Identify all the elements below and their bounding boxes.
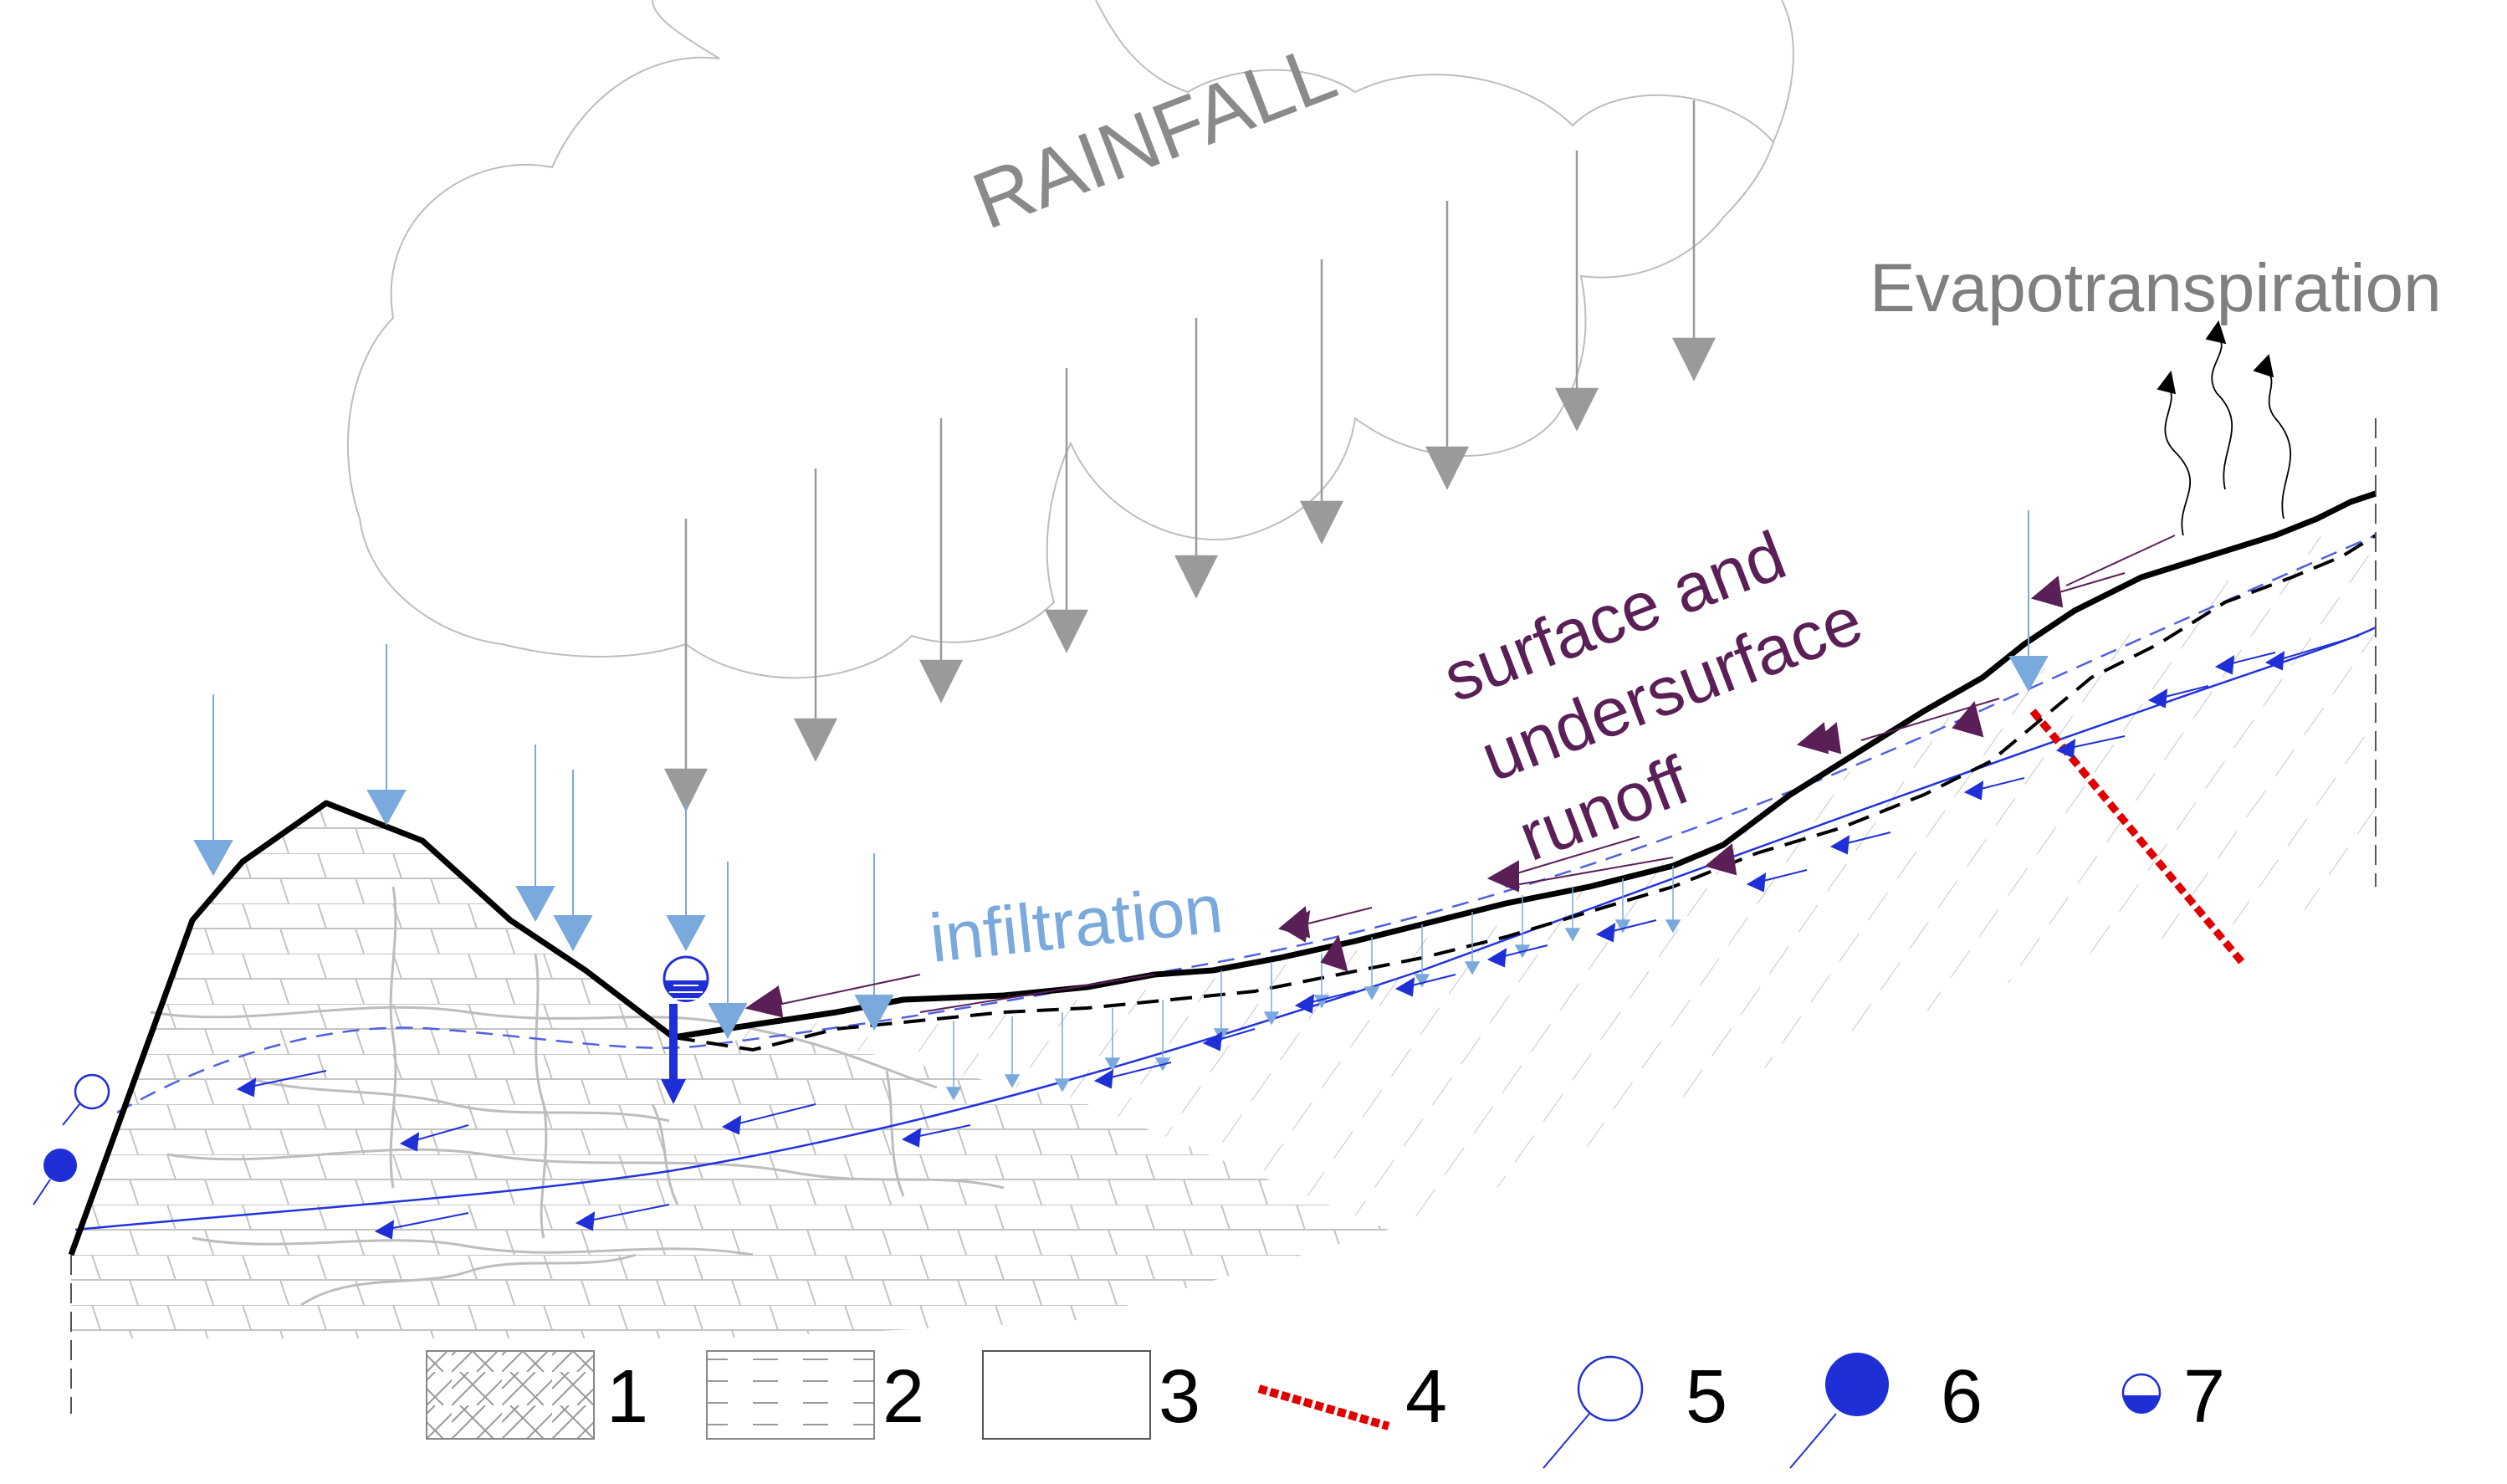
rain-arrow [1174,318,1219,599]
runoff-arrow [744,974,921,1018]
legend-label-5: 5 [1686,1355,1727,1439]
rainfall-arrows [663,100,1717,812]
sinkhole-marker [663,955,709,1002]
legend-item-weathered: 3 [982,1350,1200,1440]
legend-item-limestone: 1 [426,1350,648,1440]
label-evapotranspiration: Evapotranspiration [1870,250,2442,326]
legend-item-spring-filled: 6 [1789,1353,1983,1469]
runoff-arrowhead [1952,700,1984,738]
infiltration-arrow [854,853,894,1031]
legend-label-6: 6 [1941,1355,1983,1439]
label-infiltration: infiltration [926,871,1226,977]
legend-item-fault: 4 [1257,1355,1447,1439]
rain-arrow [1671,100,1717,381]
legend-label-1: 1 [606,1355,648,1439]
rain-arrow [1425,201,1470,490]
groundwater-arrows [236,635,2360,1240]
spring-filled [33,1149,77,1205]
legend-label-3: 3 [1159,1355,1200,1439]
limestone-body [71,803,1389,1338]
weathered-zone-boundary [673,534,2377,1052]
legend-label-4: 4 [1405,1355,1447,1439]
runoff-arrow [1486,836,1640,893]
runoff-arrow [2030,572,2126,608]
rain-arrow [918,418,964,704]
small-infiltration-arrows [945,866,1681,1101]
cloud-outline [346,0,1794,679]
runoff-arrowhead [1320,934,1348,972]
schist-body [673,510,2376,1230]
karst-conduits [150,886,1005,1307]
rain-arrow [1554,151,1599,432]
runoff-arrows [744,535,2176,1018]
rain-arrow [1044,368,1089,653]
runoff-arrow [2065,535,2176,586]
legend-item-sinkhole: 7 [2121,1355,2225,1439]
rain-arrow [1299,259,1344,545]
rain-arrow [663,519,709,812]
infiltration-arrow [515,745,555,923]
legend-item-schist: 2 [706,1350,924,1440]
terrain-surface [68,490,2377,1256]
infiltration-arrows [193,510,2049,1040]
legend: 1 2 3 4 5 6 7 [426,1350,2225,1469]
runoff-arrowhead [1809,722,1842,755]
rain-arrow [793,468,838,762]
infiltration-arrow [366,644,407,826]
legend-label-2: 2 [883,1355,924,1439]
infiltration-arrow [666,803,706,952]
runoff-arrow [1860,698,2000,741]
infiltration-arrow [193,694,233,877]
runoff-arrowhead [1704,843,1737,876]
recharge-arrow [661,1004,686,1104]
groundwater-flow-line [74,626,2377,1231]
spring-empty [62,1073,110,1126]
infiltration-arrow [553,770,593,952]
infiltration-arrow [2008,510,2049,693]
label-rainfall: RAINFALL [961,27,1348,246]
infiltration-arrow [708,862,748,1040]
legend-item-spring-empty: 5 [1543,1355,1727,1469]
legend-label-7: 7 [2183,1355,2225,1439]
runoff-arrowhead [1277,906,1311,939]
evapotranspiration-arrows [2157,320,2291,536]
